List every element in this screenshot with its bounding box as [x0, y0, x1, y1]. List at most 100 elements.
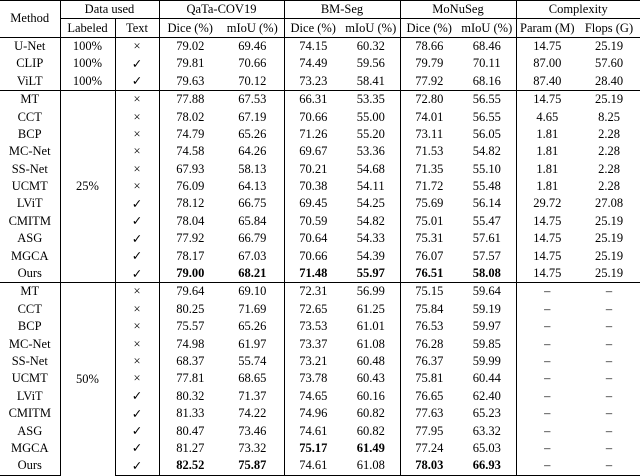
value-cell: 70.12 [221, 72, 285, 91]
value-cell: ✓ [115, 457, 160, 476]
value-cell: 70.59 [299, 213, 328, 228]
value-cell: 65.03 [458, 439, 517, 458]
value-cell: 67.93 [176, 161, 205, 176]
method-cell: U-Net [0, 36, 61, 56]
value-cell: 70.21 [299, 161, 328, 176]
value-cell: 54.82 [458, 143, 517, 161]
value-cell: 59.19 [458, 300, 517, 319]
table-row: Ours ✓ 79.00 68.21 71.48 55.97 76.51 58.08 14.75… [0, 264, 640, 283]
value-cell: – [544, 423, 551, 438]
value-cell: 55.47 [458, 212, 517, 231]
value-cell: 73.53 [299, 319, 328, 334]
value-cell: 78.04 [176, 213, 205, 228]
value-cell: – [544, 406, 551, 421]
value-cell: – [605, 354, 613, 368]
value-cell: 76.37 [415, 354, 444, 368]
value-cell: 77.92 [415, 73, 444, 88]
value-cell: 71.69 [221, 300, 285, 319]
method-cell: CLIP [0, 55, 61, 73]
value-cell: 72.31 [284, 282, 342, 301]
value-cell: 74.22 [221, 404, 285, 423]
value-cell: 74.58 [176, 144, 205, 159]
value-cell: 59.97 [458, 318, 517, 336]
value-cell: 57.60 [594, 56, 624, 71]
method-cell: ASG [0, 230, 61, 248]
value-cell: ✓ [115, 72, 160, 91]
bold-value: 78.03 [415, 458, 444, 473]
value-cell: 79.02 [159, 36, 221, 56]
value-cell: – [544, 440, 551, 455]
value-cell: 60.16 [342, 387, 401, 405]
value-cell: × [115, 177, 160, 196]
value-cell: 77.92 [176, 231, 205, 246]
value-cell: 54.39 [342, 247, 401, 265]
method-cell: SS-Net [0, 352, 61, 371]
value-cell: × [115, 335, 160, 353]
value-cell: – [544, 388, 551, 403]
value-cell: 1.81 [536, 144, 559, 159]
table-row: LViT ✓ 78.12 66.75 69.45 54.25 75.69 56.14 29.72… [0, 195, 640, 213]
method-cell: MT [0, 282, 61, 301]
value-cell: 74.01 [415, 109, 444, 124]
value-cell: 2.28 [598, 179, 620, 194]
header-cell: mIoU (%) [342, 18, 401, 38]
value-cell: 66.93 [458, 457, 517, 476]
value-cell: 69.10 [221, 282, 285, 301]
value-cell: 25.19 [594, 266, 624, 281]
value-cell: 62.40 [458, 387, 517, 405]
value-cell: 100% [60, 55, 116, 73]
value-cell: 79.79 [415, 56, 444, 71]
table-row: SS-Net × 67.93 58.13 70.21 54.68 71.35 55.10 1.8… [0, 160, 640, 178]
header-cell: Param (M) [516, 18, 578, 38]
value-cell: × [115, 300, 160, 319]
value-cell: 70.11 [458, 55, 517, 73]
value-cell: × [115, 370, 160, 388]
value-cell: ✓ [115, 264, 160, 283]
value-cell: 71.53 [415, 144, 444, 159]
value-cell: 55.74 [221, 352, 285, 371]
value-cell: 71.26 [299, 126, 328, 141]
value-cell: – [605, 301, 613, 316]
value-cell: 25.19 [594, 231, 624, 246]
value-cell: 77.24 [415, 440, 444, 455]
value-cell: 56.55 [458, 108, 517, 126]
value-cell: 57.61 [458, 230, 517, 248]
value-cell: 79.00 [159, 265, 221, 283]
value-cell: ✓ [115, 195, 160, 213]
value-cell: ✓ [115, 212, 160, 231]
table-row: MC-Net × 74.58 64.26 69.67 53.36 71.53 54.82 1.8… [0, 143, 640, 161]
value-cell: ✓ [115, 422, 160, 440]
method-cell: LViT [0, 387, 61, 405]
value-cell: 28.40 [594, 73, 624, 88]
header-cell: BM-Seg [284, 0, 401, 20]
value-cell: × [115, 108, 160, 126]
value-cell: – [605, 440, 613, 455]
method-cell: LViT [0, 195, 61, 213]
method-cell: MGCA [0, 439, 61, 458]
value-cell: 64.13 [221, 177, 285, 196]
value-cell: 75.17 [284, 440, 342, 457]
value-cell: – [605, 319, 613, 334]
table-row: BCP × 75.57 65.26 73.53 61.01 76.53 59.97 – – [0, 318, 640, 336]
value-cell: – [544, 301, 551, 316]
value-cell: 25.19 [594, 213, 624, 228]
value-cell: 78.03 [400, 457, 458, 476]
value-cell: 53.36 [342, 143, 401, 161]
value-cell: 8.25 [598, 109, 620, 124]
header-cell: Method [0, 0, 61, 38]
value-cell: 65.23 [458, 404, 517, 423]
value-cell: 77.81 [176, 371, 205, 386]
method-cell: BCP [0, 318, 61, 336]
value-cell: 100% [60, 72, 116, 91]
method-cell: MC-Net [0, 335, 61, 353]
value-cell: 76.65 [415, 388, 444, 403]
value-cell: 2.28 [598, 144, 620, 159]
value-cell: 74.65 [299, 388, 328, 403]
value-cell: – [516, 282, 578, 301]
value-cell: 100% [60, 36, 116, 56]
value-cell: 61.49 [342, 439, 401, 458]
value-cell: 68.46 [458, 36, 517, 56]
value-cell: 71.72 [415, 179, 444, 194]
value-cell: – [578, 457, 640, 476]
method-cell: CMITM [0, 212, 61, 231]
